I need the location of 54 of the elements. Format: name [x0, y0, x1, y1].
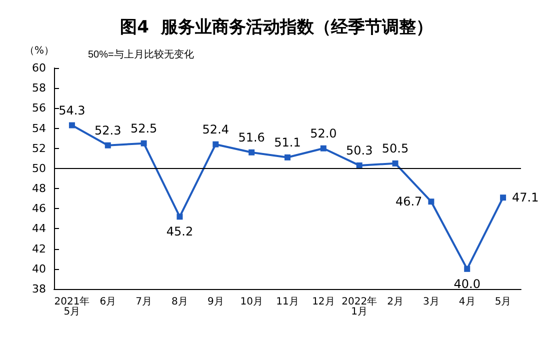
x-tick-label: 2月	[387, 296, 404, 308]
x-tick-label: 10月	[240, 296, 263, 308]
data-label: 52.5	[130, 121, 158, 136]
x-tick-label: 7月	[136, 296, 152, 308]
x-tick-label: 12月	[312, 296, 335, 308]
point	[356, 162, 362, 168]
y-tick-label: 42	[32, 242, 46, 256]
point	[320, 145, 326, 152]
data-label: 47.1	[512, 190, 539, 205]
y-tick-label: 56	[32, 102, 46, 115]
x-tick-label: 11月	[276, 296, 299, 308]
data-label: 40.0	[454, 276, 480, 291]
data-label: 52.4	[202, 122, 230, 136]
point	[140, 140, 147, 146]
point	[464, 266, 470, 272]
data-label: 52.3	[94, 123, 122, 138]
x-tick-label: 4月	[458, 296, 476, 308]
x-tick-label: 9月	[207, 296, 224, 308]
x-tick-label: 8月	[172, 296, 188, 308]
x-tick-label: 2021年 5月	[54, 296, 90, 318]
point	[392, 160, 398, 166]
y-tick-label: 38	[32, 282, 46, 296]
data-label: 52.0	[310, 126, 337, 140]
y-tick-label: 58	[32, 82, 46, 95]
point	[212, 141, 219, 148]
y-tick-label: 60	[32, 62, 46, 74]
point	[284, 154, 290, 160]
point	[104, 142, 111, 148]
y-tick-label: 46	[32, 202, 46, 216]
y-tick-label: 52	[32, 142, 46, 155]
data-label: 50.3	[346, 143, 373, 158]
data-label: 54.3	[58, 103, 86, 118]
y-tick-label: 44	[32, 222, 46, 236]
point	[68, 122, 75, 128]
point	[248, 149, 255, 156]
chart-title: 图4 服务业商务活动指数（经季节调整）	[120, 18, 433, 38]
point	[176, 214, 183, 220]
text: 50%=与上月比较无变化	[88, 48, 194, 60]
y-tick-label: 40	[32, 262, 46, 276]
y-tick-label: 50	[32, 162, 46, 175]
point	[428, 198, 434, 205]
x-tick-label: 6月	[100, 296, 116, 308]
y-tick-label: 54	[32, 122, 46, 135]
point	[500, 194, 506, 201]
data-label: 51.1	[274, 135, 301, 150]
x-tick-label: 3月	[423, 296, 440, 308]
y-tick-label: 48	[32, 182, 46, 196]
x-tick-label: 2022年 1月	[342, 296, 378, 318]
data-label: 45.2	[166, 224, 194, 239]
x-tick-label: 5月	[494, 296, 512, 308]
data-label: 46.7	[395, 194, 422, 209]
data-label: 51.6	[238, 130, 265, 144]
y-axis-title: （%）	[24, 46, 54, 56]
data-label: 50.5	[382, 141, 409, 156]
